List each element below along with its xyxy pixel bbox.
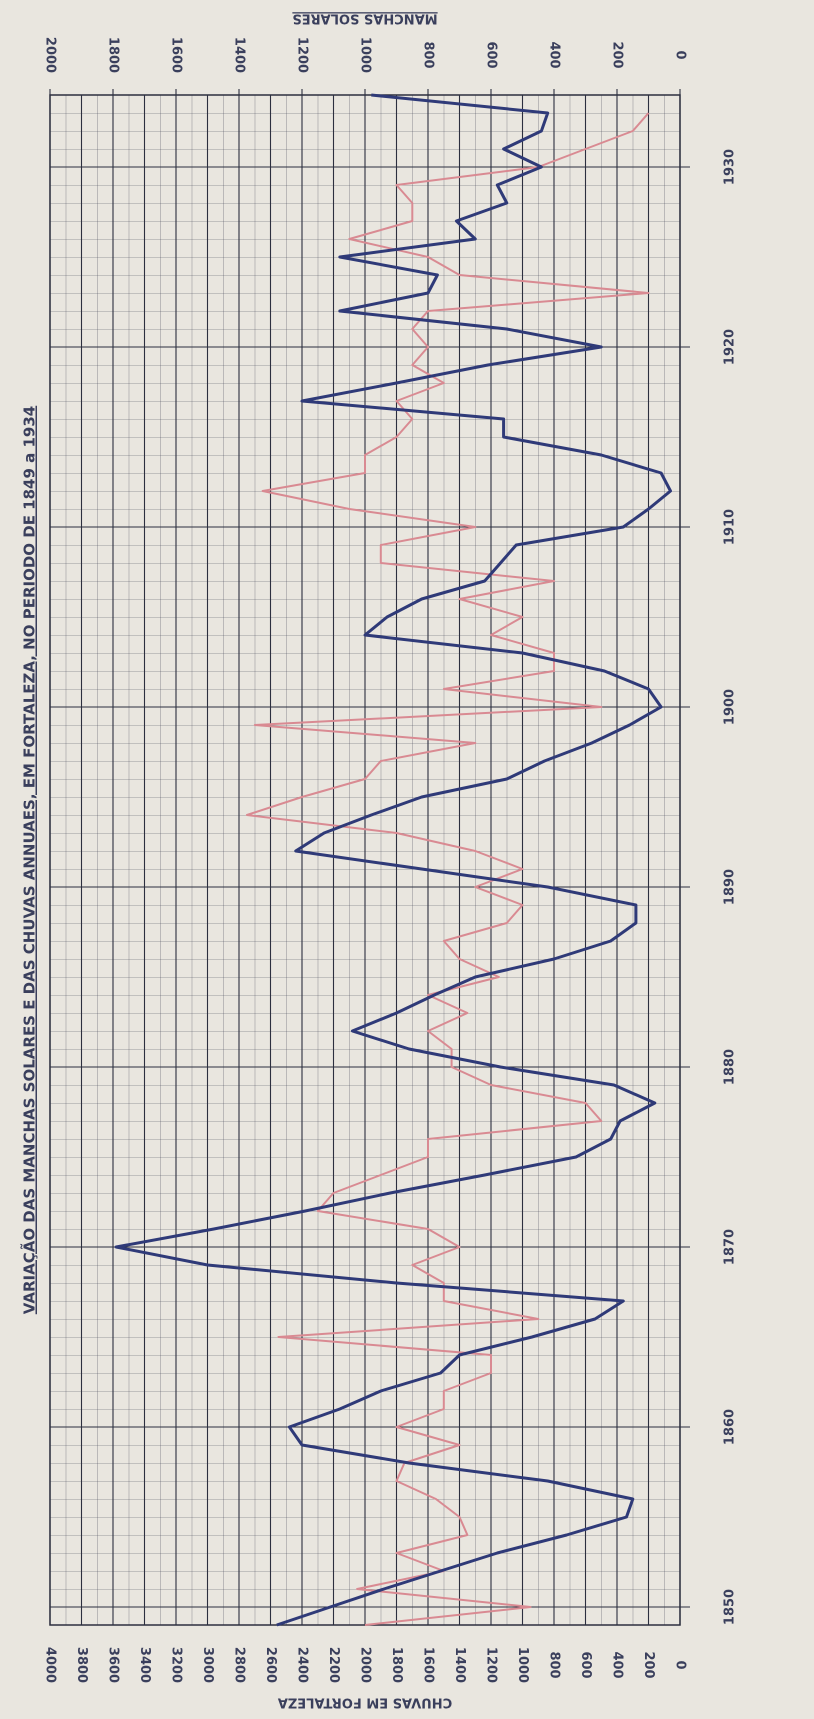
y-tick-label: 1600 — [421, 1647, 436, 1683]
y2-tick-label: 600 — [484, 41, 499, 68]
y-tick-label: 1800 — [389, 1647, 404, 1683]
y-tick-label: 0 — [673, 1660, 688, 1669]
y2-tick-label: 1000 — [358, 37, 373, 73]
y-tick-label: 2400 — [295, 1647, 310, 1683]
y-tick-label: 1200 — [484, 1647, 499, 1683]
y-tick-label: 3400 — [137, 1647, 152, 1683]
y-tick-label: 1400 — [452, 1647, 467, 1683]
y2-tick-label: 800 — [421, 41, 436, 68]
x-tick-label: 1850 — [723, 1589, 738, 1625]
x-tick-label: 1910 — [723, 509, 738, 545]
y-tick-label: 3600 — [106, 1647, 121, 1683]
y2-tick-label: 1600 — [169, 37, 184, 73]
y2-tick-label: 1800 — [106, 37, 121, 73]
x-tick-label: 1870 — [723, 1229, 738, 1265]
y2-tick-label: 1400 — [232, 37, 247, 73]
y2-tick-label: 1200 — [295, 37, 310, 73]
y2-tick-label: 2000 — [43, 37, 58, 73]
y-tick-label: 2600 — [263, 1647, 278, 1683]
chart: VARIAÇÃO DAS MANCHAS SOLARES E DAS CHUVA… — [0, 0, 814, 1719]
x-tick-label: 1930 — [723, 149, 738, 185]
y-tick-label: 2000 — [358, 1647, 373, 1683]
chart-title: VARIAÇÃO DAS MANCHAS SOLARES E DAS CHUVA… — [20, 406, 39, 1314]
y-tick-label: 3800 — [74, 1647, 89, 1683]
y-axis-label: CHUVAS EM FORTALEZA — [278, 1695, 452, 1710]
y2-tick-label: 200 — [610, 41, 625, 68]
y-tick-label: 2200 — [326, 1647, 341, 1683]
x-tick-label: 1880 — [723, 1049, 738, 1085]
y2-tick-label: 0 — [673, 50, 688, 59]
y-tick-label: 400 — [610, 1651, 625, 1678]
y-tick-label: 1000 — [515, 1647, 530, 1683]
y-tick-label: 3200 — [169, 1647, 184, 1683]
x-tick-label: 1900 — [723, 689, 738, 725]
x-tick-label: 1920 — [723, 329, 738, 365]
y2-tick-label: 400 — [547, 41, 562, 68]
y2-axis-label: MANCHAS SOLARES — [292, 11, 437, 26]
y-tick-label: 200 — [641, 1651, 656, 1678]
y-tick-label: 800 — [547, 1651, 562, 1678]
y-tick-label: 4000 — [43, 1647, 58, 1683]
y-tick-label: 2800 — [232, 1647, 247, 1683]
x-tick-label: 1890 — [723, 869, 738, 905]
x-tick-label: 1860 — [723, 1409, 738, 1445]
y-tick-label: 3000 — [200, 1647, 215, 1683]
y-tick-label: 600 — [578, 1651, 593, 1678]
